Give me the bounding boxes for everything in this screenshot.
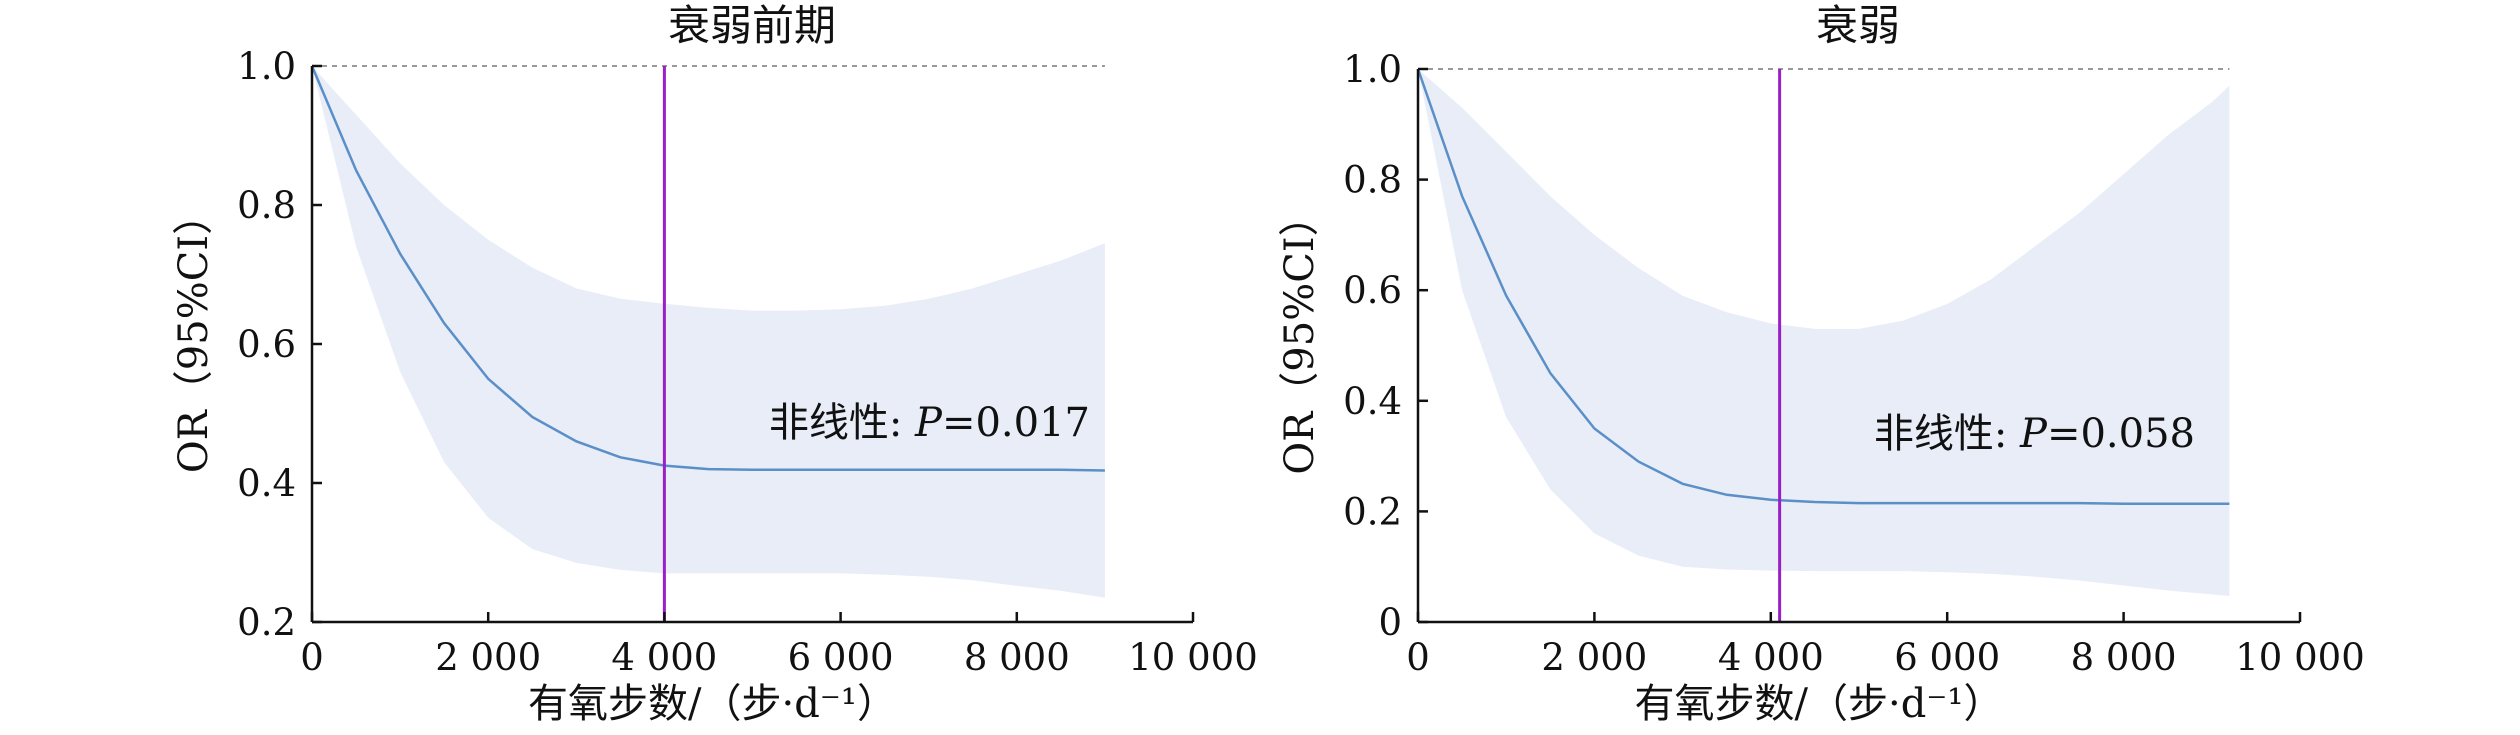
chart-title: 衰弱前期 xyxy=(668,1,836,50)
y-tick-label: 0.6 xyxy=(1343,269,1402,312)
x-tick-label: 10 000 xyxy=(1128,636,1257,679)
y-axis-label: OR（95%CI） xyxy=(1277,196,1323,474)
y-tick-label: 1.0 xyxy=(1343,48,1402,91)
annotation-value: =0.058 xyxy=(2047,411,2195,457)
x-tick-label: 8 000 xyxy=(2071,636,2177,679)
x-tick-label: 6 000 xyxy=(1894,636,2000,679)
nonlinearity-annotation: 非线性: P=0.017 xyxy=(769,400,1090,446)
y-tick-label: 1.0 xyxy=(237,45,296,88)
annotation-prefix: 非线性: xyxy=(769,400,915,446)
x-tick-label: 6 000 xyxy=(788,636,894,679)
annotation-value: =0.017 xyxy=(942,400,1090,446)
x-axis-label: 有氧步数/（步·d⁻¹） xyxy=(528,681,897,727)
chart-panel-1: 0 2 000 4 000 6 000 8 000 10 000 0.2 0.4 0.6 0.8 1… xyxy=(171,1,1258,727)
x-tick-label: 8 000 xyxy=(964,636,1070,679)
x-tick-label: 2 000 xyxy=(435,636,541,679)
series-line xyxy=(1416,68,2230,505)
annotation-p: P xyxy=(914,400,943,446)
x-tick-label: 0 xyxy=(1406,636,1430,679)
y-tick-label: 0.4 xyxy=(237,462,296,505)
y-tick-label: 0 xyxy=(1378,601,1402,644)
chart-title: 衰弱 xyxy=(1816,1,1900,50)
x-tick-label: 4 000 xyxy=(1718,636,1824,679)
y-tick-label: 0.2 xyxy=(237,601,296,644)
x-tick-label: 10 000 xyxy=(2235,636,2364,679)
series-line xyxy=(310,65,1105,472)
confidence-band xyxy=(1418,69,2230,596)
y-tick-label: 0.6 xyxy=(237,323,296,366)
confidence-band xyxy=(312,66,1105,598)
y-axis-label: OR（95%CI） xyxy=(171,195,217,473)
annotation-prefix: 非线性: xyxy=(1874,411,2020,457)
y-tick-label: 0.8 xyxy=(237,184,296,227)
x-tick-label: 2 000 xyxy=(1541,636,1647,679)
y-tick-label: 0.2 xyxy=(1343,490,1402,533)
x-tick-label: 4 000 xyxy=(611,636,717,679)
x-tick-label: 0 xyxy=(300,636,324,679)
x-axis-label: 有氧步数/（步·d⁻¹） xyxy=(1635,681,2004,727)
nonlinearity-annotation: 非线性: P=0.058 xyxy=(1874,411,2195,457)
y-tick-label: 0.8 xyxy=(1343,159,1402,202)
y-tick-label: 0.4 xyxy=(1343,380,1402,423)
annotation-p: P xyxy=(2019,411,2048,457)
chart-panel-2: 0 2 000 4 000 6 000 8 000 10 000 0 0.2 0.4 0.6 0.8… xyxy=(1277,1,2365,727)
